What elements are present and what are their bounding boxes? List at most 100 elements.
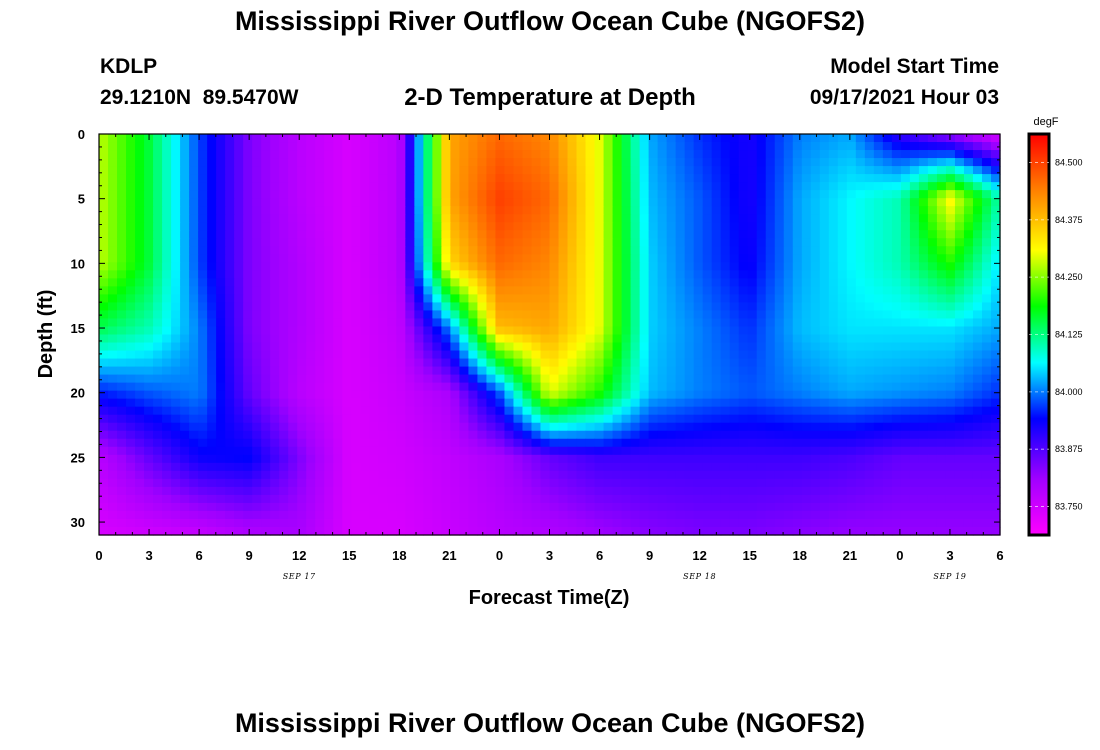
heatmap-cell bbox=[909, 318, 920, 328]
heatmap-cell bbox=[621, 166, 632, 175]
heatmap-cell bbox=[117, 294, 127, 304]
heatmap-cell bbox=[342, 238, 352, 247]
heatmap-cell bbox=[801, 454, 812, 464]
heatmap-cell bbox=[972, 374, 983, 384]
heatmap-cell bbox=[648, 158, 659, 167]
heatmap-cell bbox=[792, 262, 803, 271]
heatmap-cell bbox=[666, 310, 677, 320]
heatmap-cell bbox=[693, 190, 704, 199]
heatmap-cell bbox=[135, 278, 145, 287]
heatmap-cell bbox=[558, 470, 569, 480]
heatmap-cell bbox=[711, 326, 722, 336]
heatmap-cell bbox=[855, 318, 866, 328]
heatmap-cell bbox=[549, 278, 560, 287]
heatmap-cell bbox=[837, 190, 848, 199]
heatmap-cell bbox=[549, 166, 560, 175]
heatmap-cell bbox=[639, 382, 650, 392]
heatmap-cell bbox=[846, 438, 857, 448]
heatmap-cell bbox=[774, 230, 785, 239]
heatmap-cell bbox=[810, 350, 821, 360]
heatmap-cell bbox=[414, 246, 424, 255]
heatmap-cell bbox=[225, 158, 235, 167]
heatmap-cell bbox=[720, 446, 731, 456]
heatmap-cell bbox=[477, 526, 488, 536]
heatmap-cell bbox=[801, 438, 812, 448]
heatmap-cell bbox=[522, 214, 533, 223]
heatmap-cell bbox=[378, 326, 388, 336]
heatmap-cell bbox=[324, 430, 334, 440]
heatmap-cell bbox=[459, 462, 470, 472]
heatmap-cell bbox=[117, 174, 127, 183]
heatmap-cell bbox=[270, 406, 280, 416]
heatmap-cell bbox=[495, 518, 506, 528]
heatmap-cell bbox=[324, 510, 334, 520]
heatmap-cell bbox=[171, 318, 181, 328]
heatmap-cell bbox=[351, 286, 361, 295]
heatmap-cell bbox=[774, 222, 785, 231]
heatmap-cell bbox=[252, 278, 262, 287]
heatmap-cell bbox=[297, 270, 307, 279]
heatmap-cell bbox=[972, 222, 983, 231]
heatmap-cell bbox=[162, 302, 172, 312]
heatmap-cell bbox=[828, 342, 839, 352]
heatmap-cell bbox=[630, 230, 641, 239]
heatmap-cell bbox=[486, 422, 497, 432]
heatmap-cell bbox=[675, 158, 686, 167]
heatmap-cell bbox=[333, 230, 343, 239]
heatmap-cell bbox=[594, 246, 605, 255]
heatmap-cell bbox=[531, 470, 542, 480]
heatmap-cell bbox=[675, 310, 686, 320]
heatmap-cells bbox=[99, 134, 1001, 536]
heatmap-cell bbox=[666, 374, 677, 384]
heatmap-cell bbox=[864, 198, 875, 207]
heatmap-cell bbox=[126, 270, 136, 279]
heatmap-cell bbox=[423, 302, 433, 312]
heatmap-cell bbox=[225, 198, 235, 207]
heatmap-cell bbox=[270, 438, 280, 448]
heatmap-cell bbox=[837, 238, 848, 247]
heatmap-cell bbox=[306, 414, 316, 424]
heatmap-cell bbox=[432, 158, 442, 167]
heatmap-cell bbox=[567, 150, 578, 159]
heatmap-cell bbox=[387, 510, 397, 520]
heatmap-cell bbox=[495, 254, 506, 263]
heatmap-cell bbox=[369, 166, 379, 175]
heatmap-cell bbox=[810, 414, 821, 424]
heatmap-cell bbox=[243, 518, 253, 528]
heatmap-cell bbox=[414, 254, 424, 263]
heatmap-cell bbox=[270, 430, 280, 440]
heatmap-cell bbox=[252, 142, 262, 151]
station-coords: 29.1210N 89.5470W bbox=[100, 86, 299, 109]
heatmap-cell bbox=[900, 214, 911, 223]
heatmap-cell bbox=[828, 494, 839, 504]
heatmap-cell bbox=[603, 494, 614, 504]
heatmap-cell bbox=[594, 366, 605, 376]
heatmap-cell bbox=[819, 246, 830, 255]
heatmap-cell bbox=[702, 294, 713, 304]
heatmap-cell bbox=[945, 430, 956, 440]
heatmap-cell bbox=[819, 502, 830, 512]
heatmap-cell bbox=[846, 326, 857, 336]
heatmap-cell bbox=[882, 462, 893, 472]
heatmap-cell bbox=[144, 278, 154, 287]
heatmap-cell bbox=[972, 310, 983, 320]
heatmap-cell bbox=[414, 182, 424, 191]
heatmap-cell bbox=[297, 294, 307, 304]
heatmap-cell bbox=[234, 510, 244, 520]
heatmap-cell bbox=[369, 190, 379, 199]
heatmap-cell bbox=[378, 486, 388, 496]
heatmap-cell bbox=[576, 430, 587, 440]
heatmap-cell bbox=[774, 414, 785, 424]
heatmap-cell bbox=[702, 134, 713, 143]
heatmap-cell bbox=[450, 350, 460, 360]
heatmap-cell bbox=[945, 390, 956, 400]
heatmap-cell bbox=[441, 294, 451, 304]
heatmap-cell bbox=[711, 246, 722, 255]
heatmap-cell bbox=[351, 270, 361, 279]
heatmap-cell bbox=[657, 174, 668, 183]
heatmap-cell bbox=[630, 366, 641, 376]
heatmap-cell bbox=[360, 382, 370, 392]
heatmap-cell bbox=[873, 190, 884, 199]
heatmap-cell bbox=[657, 502, 668, 512]
heatmap-cell bbox=[162, 150, 172, 159]
